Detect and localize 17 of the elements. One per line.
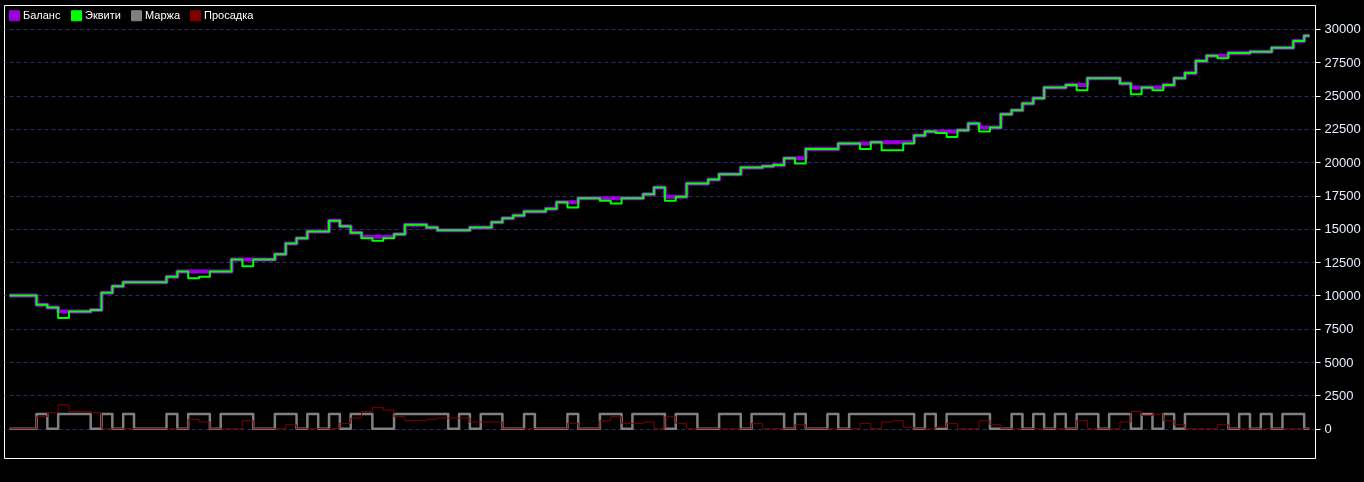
y-tick-label: 20000 <box>1324 154 1361 170</box>
y-tick-label: 15000 <box>1324 221 1361 237</box>
y-tick-label: 22500 <box>1324 121 1361 137</box>
y-tick-label: 17500 <box>1324 188 1361 204</box>
legend-label: Эквити <box>85 8 121 21</box>
legend-label: Маржа <box>145 8 181 21</box>
y-tick-label: 30000 <box>1324 21 1361 37</box>
y-tick-label: 27500 <box>1324 54 1361 70</box>
legend-label: Просадка <box>204 8 255 21</box>
y-tick-label: 2500 <box>1324 387 1354 403</box>
y-tick-label: 10000 <box>1324 287 1361 303</box>
y-tick-label: 7500 <box>1324 321 1354 337</box>
y-tick-label: 12500 <box>1324 254 1361 270</box>
y-tick-label: 5000 <box>1324 354 1354 370</box>
legend-label: Баланс <box>23 8 61 21</box>
y-tick-label: 0 <box>1324 421 1332 437</box>
y-tick-label: 25000 <box>1324 88 1361 104</box>
